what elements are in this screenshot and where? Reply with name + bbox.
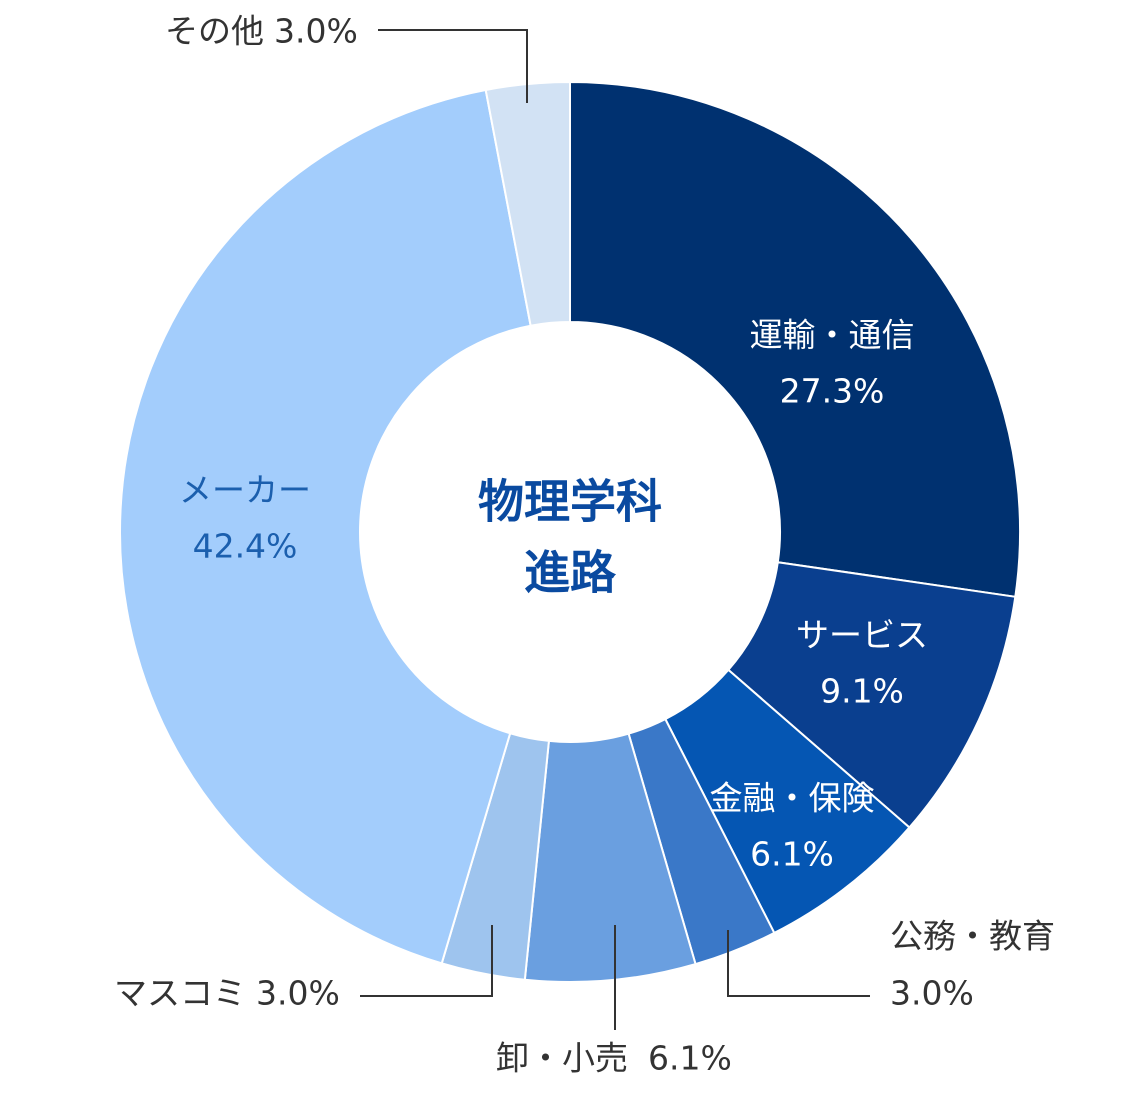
- value-label: 6.1%: [750, 835, 834, 874]
- leader-line: [727, 930, 870, 997]
- value-label: 3.0%: [256, 974, 340, 1013]
- chart-title: 進路: [524, 546, 617, 600]
- donut-segment: [569, 80, 1021, 598]
- category-label: 運輸・通信: [750, 316, 915, 355]
- donut-segment: [119, 88, 532, 965]
- value-label: 9.1%: [820, 672, 904, 711]
- category-label: マスコミ: [114, 974, 246, 1013]
- donut: [119, 80, 1021, 983]
- donut-segment: [726, 561, 1017, 829]
- value-label: 6.1%: [648, 1039, 732, 1078]
- category-label: 公務・教育: [890, 917, 1055, 956]
- category-label: メーカー: [179, 471, 311, 510]
- leader-line: [360, 925, 493, 997]
- category-label: その他: [165, 12, 264, 51]
- category-label: 卸・小売: [496, 1039, 628, 1078]
- category-label: サービス: [796, 616, 928, 655]
- chart-title: 物理学科: [478, 475, 662, 529]
- labels: 運輸・通信 27.3% サービス 9.1% 金融・保険 6.1% 公務・教育 3.0% 卸・小売…: [114, 12, 1055, 1078]
- leader-line: [378, 29, 528, 103]
- category-label: 金融・保険: [710, 779, 875, 818]
- value-label: 42.4%: [193, 527, 298, 566]
- value-label: 3.0%: [274, 12, 358, 51]
- value-label: 3.0%: [890, 974, 974, 1013]
- value-label: 27.3%: [780, 372, 885, 411]
- donut-segment: [484, 80, 571, 327]
